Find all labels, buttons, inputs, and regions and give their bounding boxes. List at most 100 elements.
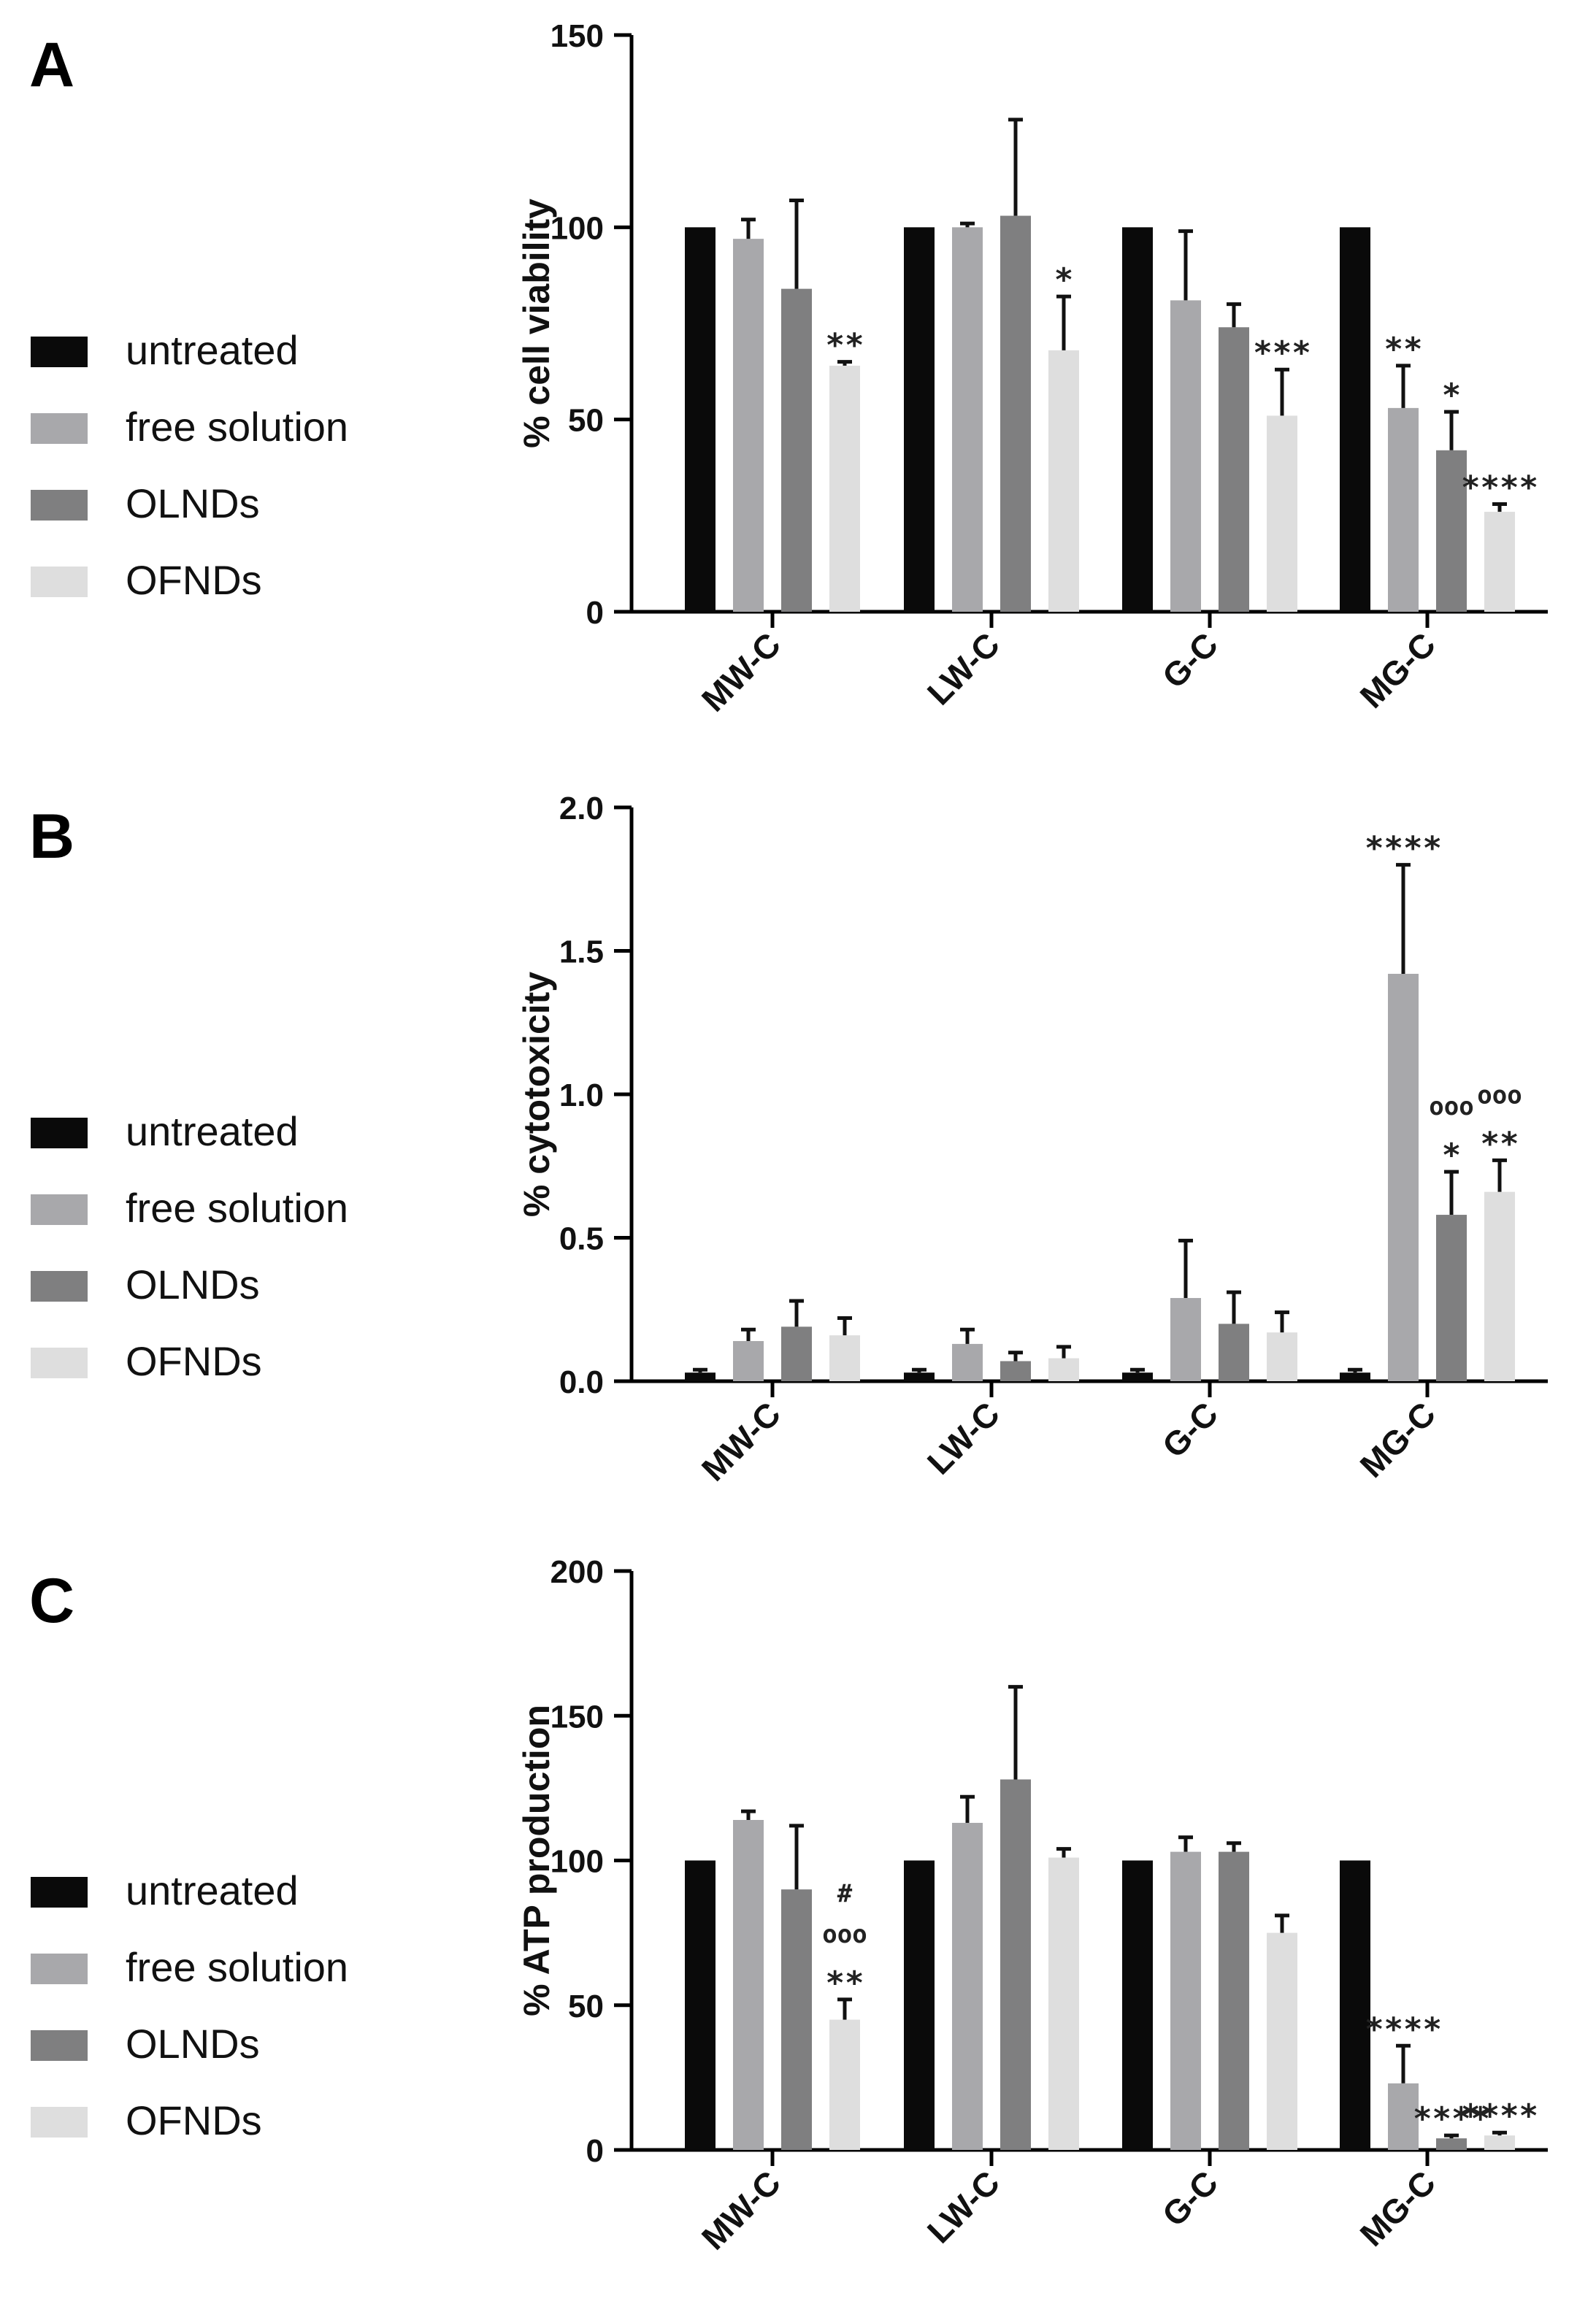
bar (1388, 407, 1419, 612)
legend-swatch (31, 337, 88, 367)
category-label: LW-C (920, 1394, 1007, 1481)
category-label: MG-C (1353, 1394, 1443, 1484)
bar (1048, 1857, 1079, 2150)
legend-label: untreated (126, 1108, 299, 1154)
y-axis-label: % ATP production (516, 1705, 557, 2016)
legend-swatch (31, 1877, 88, 1908)
bar (904, 227, 935, 612)
legend-swatch (31, 1118, 88, 1148)
bar (1484, 512, 1515, 612)
panel-letter: C (29, 1566, 74, 1636)
y-tick-label: 100 (550, 1844, 604, 1880)
significance-annotation: * (1442, 377, 1462, 414)
significance-annotation: # (837, 1879, 853, 1908)
significance-annotation: * (1442, 1137, 1462, 1174)
bar (1484, 2135, 1515, 2150)
legend-swatch (31, 490, 88, 521)
category-label: LW-C (920, 625, 1007, 712)
bar (1170, 300, 1201, 612)
significance-annotation: ** (826, 327, 864, 364)
y-tick-label: 50 (568, 1989, 604, 2024)
bar (1436, 450, 1467, 612)
category-label: G-C (1155, 1394, 1225, 1464)
bar (1000, 1361, 1031, 1381)
legend-swatch (31, 2030, 88, 2061)
bar (1048, 350, 1079, 612)
legend-label: OLNDs (126, 480, 260, 526)
significance-annotation: **** (1413, 2100, 1490, 2138)
significance-annotation: ** (1481, 1125, 1519, 1162)
legend-label: untreated (126, 1867, 299, 1913)
bar (1219, 1851, 1249, 2150)
bar (685, 227, 715, 612)
category-label: MG-C (1353, 625, 1443, 715)
y-tick-label: 0.0 (559, 1364, 604, 1400)
significance-annotation: **** (1461, 469, 1538, 507)
y-tick-label: 0 (586, 595, 604, 631)
bar (1340, 227, 1370, 612)
bar (1340, 1860, 1370, 2150)
bar (1219, 327, 1249, 612)
bar (952, 1822, 983, 2150)
bar (1388, 973, 1419, 1381)
bar (685, 1860, 715, 2150)
bar (1388, 2083, 1419, 2150)
bar (904, 1860, 935, 2150)
bar (1436, 2138, 1467, 2150)
legend-swatch (31, 2107, 88, 2138)
bar (1340, 1372, 1370, 1381)
significance-annotation: **** (1461, 2097, 1538, 2135)
bar (1122, 1860, 1153, 2150)
legend-label: OFNDs (126, 557, 262, 603)
bar (1000, 215, 1031, 612)
legend-label: free solution (126, 1185, 348, 1231)
bar (733, 239, 764, 612)
y-tick-label: 100 (550, 210, 604, 246)
bar (829, 2019, 860, 2150)
legend-label: free solution (126, 1944, 348, 1990)
bar (1436, 1215, 1467, 1381)
bar (1170, 1298, 1201, 1381)
y-tick-label: 150 (550, 18, 604, 54)
legend-swatch (31, 567, 88, 597)
significance-annotation: ** (1384, 331, 1423, 368)
bar (1484, 1191, 1515, 1381)
bar (1267, 1332, 1297, 1381)
bar (952, 227, 983, 612)
y-tick-label: 1.0 (559, 1078, 604, 1113)
category-label: MW-C (694, 1394, 788, 1488)
bar (1000, 1779, 1031, 2150)
significance-annotation: * (1054, 261, 1074, 299)
legend-swatch (31, 1271, 88, 1302)
bar (733, 1819, 764, 2150)
y-tick-label: 1.5 (559, 934, 604, 970)
legend-label: OLNDs (126, 1261, 260, 1307)
significance-annotation: *** (1253, 334, 1311, 372)
significance-annotation: ** (826, 1965, 864, 2002)
bar (952, 1343, 983, 1381)
bar (733, 1340, 764, 1381)
significance-annotation: **** (1365, 830, 1442, 867)
legend-label: OLNDs (126, 2021, 260, 2067)
legend-label: free solution (126, 404, 348, 450)
y-tick-label: 50 (568, 403, 604, 439)
bar (1170, 1851, 1201, 2150)
bar (829, 365, 860, 612)
category-label: LW-C (920, 2163, 1007, 2250)
significance-annotation: **** (1365, 2010, 1442, 2048)
bar (781, 1326, 812, 1381)
bar (1048, 1358, 1079, 1381)
legend-label: untreated (126, 327, 299, 373)
bar (781, 1889, 812, 2150)
category-label: MG-C (1353, 2163, 1443, 2253)
bar (781, 288, 812, 612)
legend-swatch (31, 413, 88, 444)
bar (829, 1335, 860, 1381)
category-label: MW-C (694, 625, 788, 718)
legend-swatch (31, 1348, 88, 1378)
category-label: G-C (1155, 625, 1225, 695)
legend-label: OFNDs (126, 2097, 262, 2143)
